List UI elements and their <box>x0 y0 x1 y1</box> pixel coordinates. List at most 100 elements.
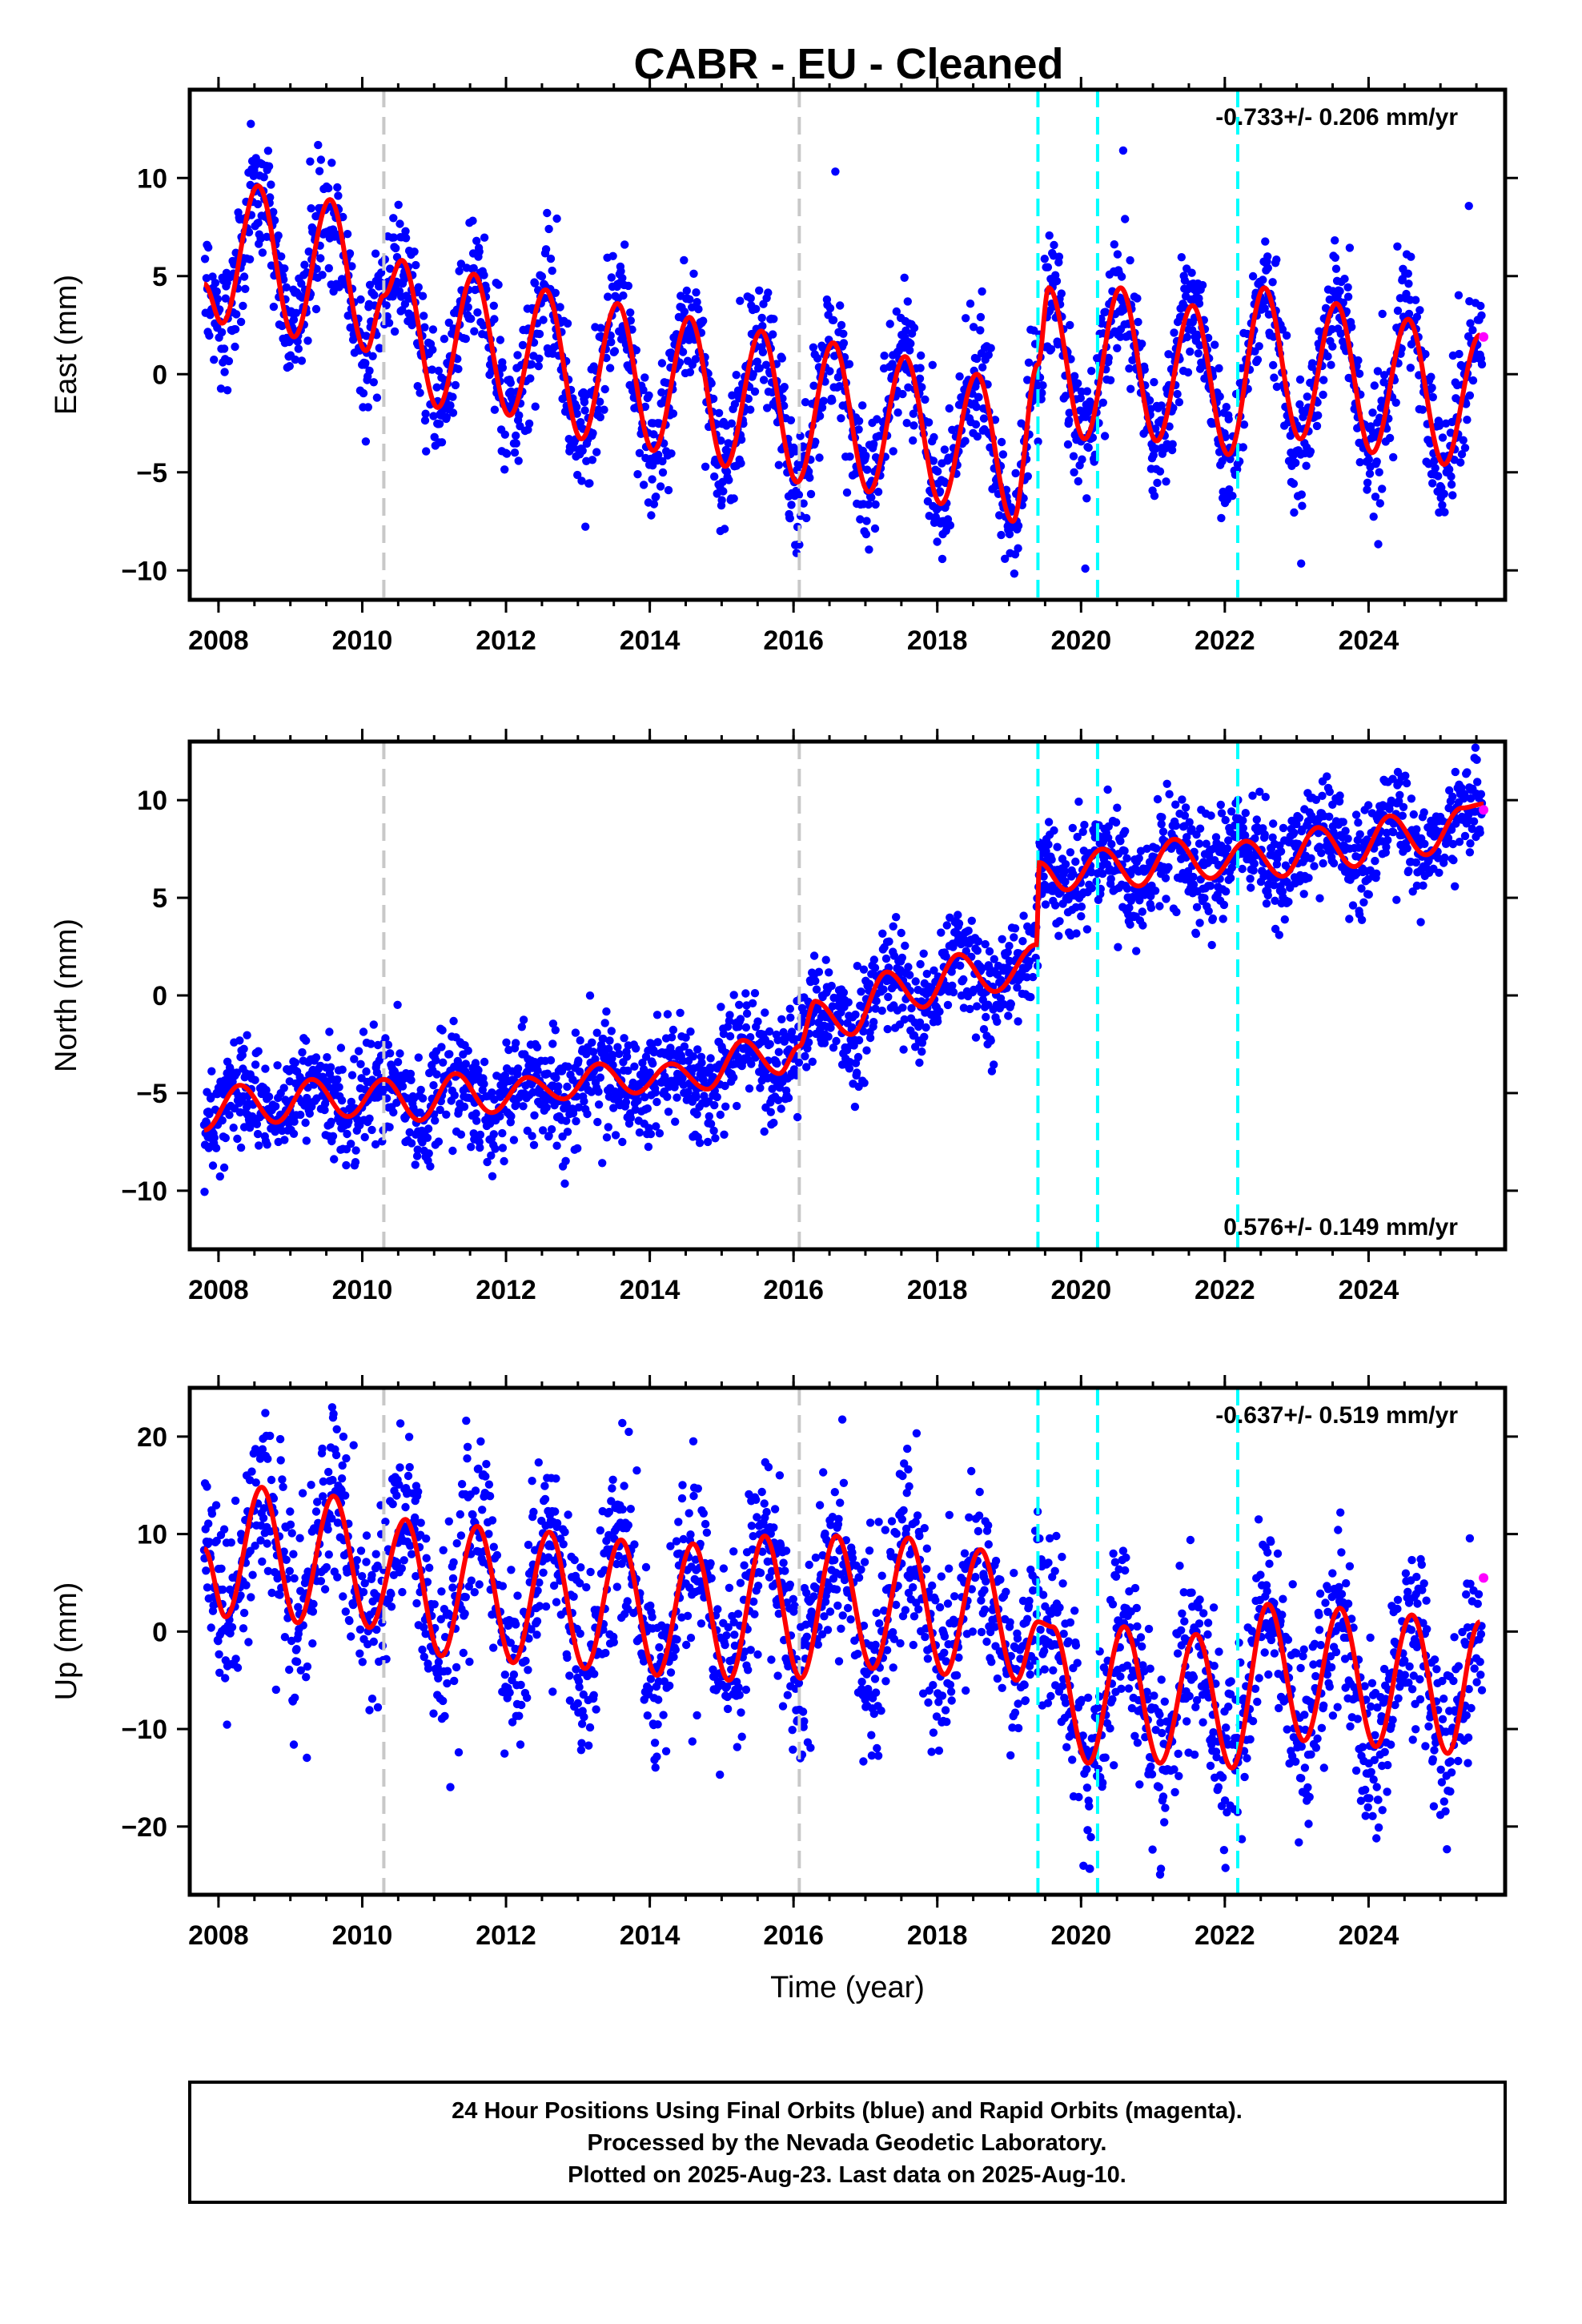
final-orbit-point <box>1047 855 1056 864</box>
final-orbit-point <box>728 391 737 400</box>
final-orbit-point <box>1253 356 1263 364</box>
final-orbit-point <box>1372 457 1381 466</box>
final-orbit-point <box>769 1118 778 1128</box>
final-orbit-point <box>1454 291 1464 300</box>
final-orbit-point <box>889 922 897 931</box>
final-orbit-point <box>1038 388 1046 397</box>
final-orbit-point <box>300 260 309 269</box>
final-orbit-point <box>383 1040 393 1049</box>
final-orbit-point <box>986 344 995 352</box>
final-orbit-point <box>247 119 255 128</box>
final-orbit-point <box>1315 894 1324 903</box>
final-orbit-point <box>489 1130 498 1139</box>
final-orbit-point <box>653 1038 662 1047</box>
final-orbit-point <box>543 208 552 218</box>
final-orbit-point <box>827 981 836 991</box>
final-orbit-point <box>750 989 760 998</box>
final-orbit-point <box>966 300 975 308</box>
final-orbit-point <box>692 288 701 297</box>
final-orbit-point <box>1412 312 1422 321</box>
final-orbit-point <box>483 1157 492 1167</box>
final-orbit-point <box>869 1018 878 1027</box>
final-orbit-point <box>669 1025 678 1035</box>
final-orbit-point <box>1447 825 1456 834</box>
final-orbit-point <box>667 449 676 458</box>
final-orbit-point <box>845 360 854 368</box>
final-orbit-point <box>626 308 635 317</box>
final-orbit-point <box>1043 263 1053 271</box>
final-orbit-point <box>347 1097 355 1107</box>
final-orbit-point <box>905 346 914 355</box>
final-orbit-point <box>489 301 498 310</box>
final-orbit-point <box>900 1015 909 1024</box>
final-orbit-point <box>701 462 710 471</box>
final-orbit-point <box>1291 458 1300 468</box>
final-orbit-point <box>400 275 408 284</box>
plot-frame <box>187 87 1508 602</box>
final-orbit-point <box>760 1127 769 1136</box>
final-orbit-point <box>548 1019 558 1028</box>
final-orbit-point <box>1379 371 1389 380</box>
final-orbit-point <box>1466 319 1475 328</box>
final-orbit-point <box>210 356 219 364</box>
final-orbit-point <box>338 1065 347 1074</box>
final-orbit-point <box>1071 857 1080 866</box>
final-orbit-point <box>1364 890 1374 899</box>
final-orbit-point <box>829 1043 838 1052</box>
final-orbit-point <box>551 1026 560 1035</box>
final-orbit-point <box>253 199 263 209</box>
final-orbit-point <box>1168 440 1177 448</box>
final-orbit-point <box>434 1137 444 1146</box>
final-orbit-point <box>1191 929 1201 939</box>
final-orbit-point <box>1206 882 1215 891</box>
final-orbit-point <box>330 1155 339 1164</box>
final-orbit-point <box>476 1130 485 1140</box>
final-orbit-point <box>1347 323 1356 332</box>
final-orbit-point <box>279 1084 288 1092</box>
final-orbit-point <box>573 470 582 480</box>
final-orbit-point <box>1074 797 1083 806</box>
final-orbit-point <box>1297 559 1306 568</box>
final-orbit-point <box>491 1144 500 1153</box>
final-orbit-point <box>1146 903 1156 912</box>
final-orbit-point <box>442 1110 451 1120</box>
final-orbit-point <box>432 383 441 392</box>
final-orbit-point <box>1409 810 1419 819</box>
final-orbit-point <box>652 493 661 501</box>
final-orbit-point <box>610 347 620 356</box>
final-orbit-point <box>254 1047 263 1055</box>
final-orbit-point <box>1249 866 1258 875</box>
final-orbit-point <box>1189 872 1198 882</box>
final-orbit-point <box>1170 328 1178 337</box>
final-orbit-point <box>1113 344 1122 352</box>
final-orbit-point <box>1389 452 1398 462</box>
final-orbit-point <box>431 1116 440 1125</box>
final-orbit-point <box>1460 444 1470 452</box>
final-orbit-point <box>661 1072 669 1081</box>
x-tick-label: 2016 <box>763 625 824 656</box>
final-orbit-point <box>1121 215 1130 223</box>
final-orbit-point <box>1216 800 1226 810</box>
final-orbit-point <box>500 465 509 474</box>
final-orbit-point <box>479 321 488 330</box>
final-orbit-point <box>202 1118 211 1127</box>
final-orbit-point <box>335 1083 343 1092</box>
final-orbit-point <box>1463 416 1472 424</box>
final-orbit-point <box>802 1063 811 1072</box>
final-orbit-point <box>1077 912 1086 921</box>
final-orbit-point <box>1282 331 1291 340</box>
final-orbit-point <box>682 286 691 296</box>
final-orbit-point <box>351 1146 360 1155</box>
final-orbit-point <box>756 1084 765 1092</box>
final-orbit-point <box>805 473 814 482</box>
final-orbit-point <box>572 1116 580 1126</box>
final-orbit-point <box>1298 501 1307 510</box>
final-orbit-point <box>1412 881 1422 891</box>
final-orbit-point <box>681 1033 690 1042</box>
final-orbit-point <box>831 167 840 176</box>
y-tick-label: −5 <box>136 458 167 489</box>
final-orbit-point <box>1165 422 1174 431</box>
final-orbit-point <box>802 513 811 523</box>
final-orbit-point <box>371 1140 380 1149</box>
final-orbit-point <box>1319 390 1327 400</box>
